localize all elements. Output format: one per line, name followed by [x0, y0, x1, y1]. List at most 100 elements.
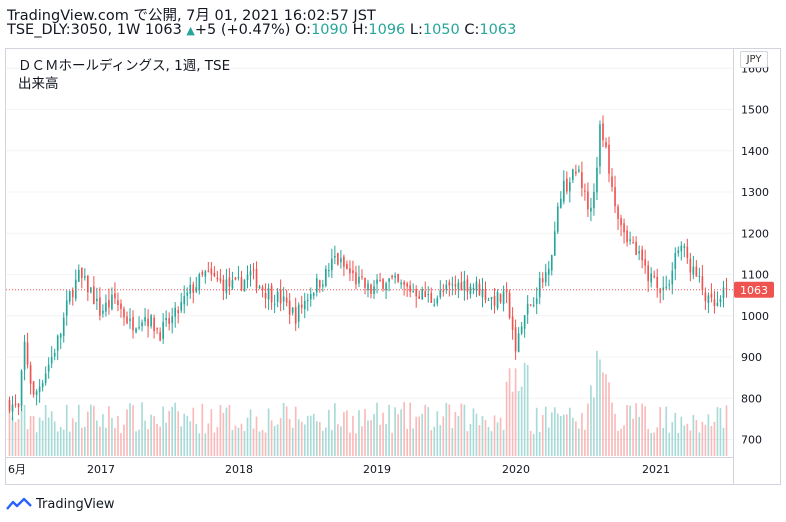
candle-body [147, 318, 149, 327]
volume-bar [370, 420, 372, 456]
candle-body [701, 276, 704, 291]
volume-bar [189, 421, 192, 456]
candle-body [593, 191, 595, 209]
candle-body [294, 307, 297, 324]
volume-bar [352, 415, 354, 456]
candle-body [44, 373, 47, 383]
candle-body [532, 304, 535, 306]
volume-bar [234, 425, 237, 456]
candle-body [318, 280, 321, 288]
candle-body [252, 269, 255, 271]
candle-body [472, 287, 475, 290]
candle-body [234, 277, 237, 280]
candle-body [517, 333, 520, 353]
candle-body [186, 292, 189, 296]
volume-bar [689, 430, 692, 456]
candle-body [385, 283, 387, 291]
candle-body [346, 264, 348, 270]
volume-bar [599, 359, 601, 456]
candle-body [496, 291, 499, 309]
candle-body [267, 288, 270, 300]
candle-body [297, 304, 300, 322]
candle-body [240, 277, 243, 290]
x-tick-label: 2021 [642, 463, 670, 476]
volume-bar [436, 411, 439, 456]
candle-body [56, 335, 59, 351]
volume-bar [698, 432, 701, 456]
volume-bar [270, 420, 273, 456]
volume-bar [294, 406, 297, 456]
candle-body [96, 298, 98, 302]
candle-body [108, 299, 110, 308]
volume-legend: 出来高 [18, 76, 59, 92]
volume-bar [135, 431, 137, 456]
candle-body [680, 245, 683, 252]
candle-body [722, 287, 725, 299]
candle-body [358, 276, 360, 284]
footer-brand-label: TradingView [36, 496, 115, 512]
volume-bar [550, 412, 553, 456]
volume-bar [180, 426, 183, 456]
candle-body [683, 246, 686, 248]
currency-button[interactable]: JPY [740, 51, 768, 68]
volume-bar [228, 404, 231, 456]
candle-body [406, 283, 408, 287]
volume-bar [56, 431, 59, 456]
volume-bar [493, 415, 496, 456]
candle-body [641, 249, 643, 261]
volume-bar [364, 409, 366, 456]
candle-body [291, 307, 294, 313]
volume-bar [695, 420, 698, 456]
volume-bar [150, 414, 152, 456]
chart-frame[interactable] [5, 48, 781, 485]
volume-bar [346, 410, 348, 456]
volume-bar [605, 374, 607, 456]
candle-body [626, 230, 628, 243]
volume-bar [418, 416, 421, 456]
volume-bar [315, 421, 318, 456]
volume-bar [499, 417, 502, 456]
x-tick-label: 2019 [363, 463, 391, 476]
candle-body [436, 298, 439, 304]
x-tick-label: 2018 [225, 463, 253, 476]
volume-bar [656, 427, 659, 456]
candle-body [550, 255, 553, 271]
candle-body [355, 272, 357, 285]
volume-bar [291, 427, 294, 456]
candle-body [689, 258, 692, 273]
volume-bar [20, 404, 23, 456]
candle-body [231, 280, 234, 289]
ohlc-bar: TSE_DLY:3050, 1W 1063 ▲+5 (+0.47%) O:109… [7, 22, 516, 38]
volume-bar [665, 406, 668, 456]
candle-body [309, 294, 312, 300]
candle-body [11, 404, 14, 412]
volume-bar [629, 405, 631, 456]
volume-bar [520, 386, 523, 456]
footer-brand[interactable]: TradingView [6, 494, 115, 514]
candle-body [237, 277, 240, 279]
symbol-label: TSE_DLY:3050, 1W 1063 [7, 22, 182, 38]
volume-bar [635, 403, 637, 456]
candles [8, 115, 728, 421]
close-value: 1063 [479, 22, 517, 38]
volume-bar [162, 406, 164, 456]
volume-bar [544, 406, 547, 456]
volume-bar [683, 425, 686, 456]
candle-body [466, 279, 469, 292]
candle-body [273, 303, 276, 305]
candle-body [285, 297, 288, 303]
volume-bar [442, 416, 445, 456]
candle-body [475, 281, 478, 291]
volume-bar [376, 402, 378, 456]
candle-body [403, 282, 405, 285]
candle-body [596, 167, 598, 193]
candle-body [282, 296, 285, 302]
y-tick-label: 800 [741, 392, 762, 405]
volume-bar [65, 404, 68, 456]
candle-body [249, 271, 252, 276]
candle-body [430, 292, 433, 303]
candle-body [511, 316, 514, 330]
candle-body [352, 270, 354, 274]
candle-body [255, 268, 258, 289]
